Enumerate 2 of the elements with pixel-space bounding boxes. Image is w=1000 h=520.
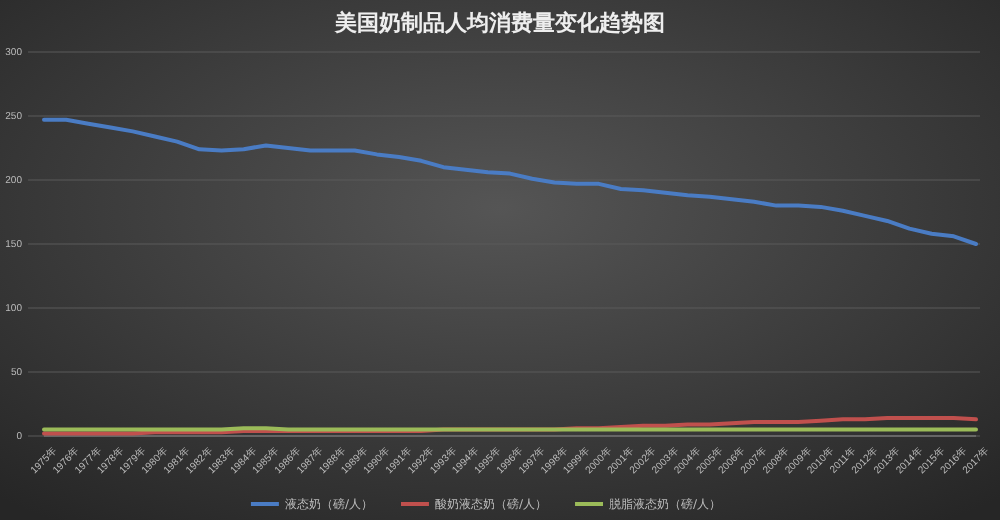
chart-title: 美国奶制品人均消费量变化趋势图 [333,10,665,36]
line-series [42,117,978,246]
